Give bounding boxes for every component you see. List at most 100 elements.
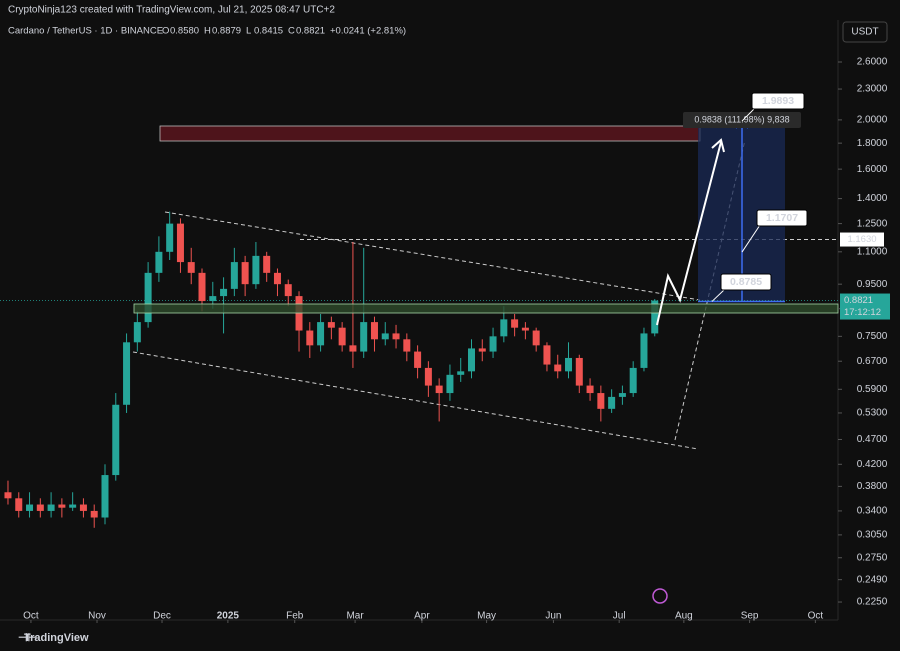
y-tick-label: 0.5300 [857, 408, 888, 419]
candle-body [15, 498, 23, 511]
currency-button[interactable] [842, 21, 888, 43]
channel-bottom [132, 351, 699, 450]
candle-body [586, 385, 594, 394]
candle-body [640, 333, 648, 368]
y-tick-label: 0.3050 [857, 530, 888, 541]
last-price-box [840, 293, 890, 320]
x-tick-label: Jun [545, 611, 561, 622]
legend-value: 0.8879 [212, 26, 241, 37]
ohlc-legend: O 0.8580 H 0.8879 L 0.8415 C 0.8821 +0.0241 (+2.… [162, 26, 406, 37]
measure-label-box [683, 112, 801, 128]
candle-body [112, 404, 120, 476]
candle-body [349, 345, 357, 352]
candle-body [360, 322, 368, 352]
candle-body [198, 272, 206, 302]
candle-body [478, 348, 486, 352]
candle-body [597, 393, 605, 409]
legend-key: O [162, 26, 169, 37]
candle-body [575, 357, 583, 386]
candle-body [511, 319, 519, 328]
candle-body [651, 300, 659, 334]
y-tick-label: 0.9500 [857, 279, 888, 290]
candle-body [618, 393, 626, 397]
legend-value: 0.8580 [170, 26, 199, 37]
candle-body [500, 319, 508, 337]
x-tick-label: Oct [808, 611, 824, 622]
candle-body [467, 348, 475, 372]
candle-body [414, 351, 422, 368]
candle-body [608, 396, 616, 409]
y-tick-label: 0.2750 [857, 552, 888, 563]
currency[interactable]: USDT [851, 27, 878, 38]
y-tick-label: 2.6000 [857, 57, 888, 68]
legend-change: +0.0241 (+2.81%) [330, 26, 406, 37]
candle-body [144, 272, 152, 323]
candle-body [133, 322, 141, 343]
candle-body [424, 367, 432, 386]
y-tick-label: 2.0000 [857, 115, 888, 126]
candle-body [381, 333, 389, 340]
y-tick-label: 0.3400 [857, 506, 888, 517]
candle-body [521, 327, 529, 331]
symbol: Cardano / TetherUS · 1D · BINANCE [8, 26, 163, 37]
header: CryptoNinja123 created with TradingView.… [8, 5, 335, 16]
x-tick-label: Feb [286, 611, 304, 622]
x-tick-label: Dec [153, 611, 171, 622]
y-tick-label: 0.6700 [857, 356, 888, 367]
candle-body [403, 339, 411, 352]
candle-body [220, 288, 228, 297]
path-arrow [656, 141, 722, 326]
y-tick-label: 0.7500 [857, 331, 888, 342]
y-tick-label: 2.3000 [857, 84, 888, 95]
y-tick-label: 0.4200 [857, 459, 888, 470]
candle-body [230, 262, 238, 289]
candle-body [554, 364, 562, 372]
last-price: 0.8821 [844, 295, 873, 306]
candle-body [370, 322, 378, 340]
candle-body [241, 262, 249, 285]
measure-label: 0.9838 (111.98%) 9,838 [694, 114, 789, 124]
candle-body [284, 284, 292, 297]
x-tick-label: Oct [23, 611, 39, 622]
candle-body [392, 333, 400, 340]
candle-body [629, 367, 637, 394]
candle-body [317, 322, 325, 346]
candle-body [543, 345, 551, 365]
y-tick-label: 1.2500 [857, 218, 888, 229]
target-label-box [751, 92, 805, 110]
y-tick-label: 1.1000 [857, 246, 888, 257]
candle-body [532, 330, 540, 346]
event-icon[interactable] [652, 588, 668, 604]
candle-body [58, 504, 66, 508]
overlay: 0.9838 (111.98%) 9,838 1.9893 1.1707 0.8785 [133, 92, 839, 326]
candle-body [90, 510, 98, 518]
y-tick-label: 0.2250 [857, 597, 888, 608]
arrow-head [711, 138, 725, 153]
candle-body [209, 296, 217, 302]
resistance-zone [159, 125, 701, 142]
legend-value: 0.8821 [296, 26, 325, 37]
candle-body [166, 223, 174, 252]
candle-body [36, 504, 44, 511]
candle-body [273, 272, 281, 285]
x-tick-label: May [477, 611, 496, 622]
y-tick-label: 0.4700 [857, 434, 888, 445]
candle-body [69, 504, 77, 508]
candle-body [4, 492, 12, 499]
y-tick-label: 0.2490 [857, 574, 888, 585]
y-tick-label: 1.6000 [857, 164, 888, 175]
candle-body [489, 336, 497, 352]
candle-body [101, 475, 109, 518]
y-tick-label: 1.4000 [857, 193, 888, 204]
y-tick-label: 0.5900 [857, 384, 888, 395]
candle-body [446, 374, 454, 394]
candle-body [79, 504, 87, 511]
mid-leader [741, 224, 761, 253]
legend-value: 0.8415 [254, 26, 283, 37]
x-tick-label: Mar [346, 611, 364, 622]
candle-body [26, 504, 34, 511]
entry-label-box [720, 273, 772, 291]
entry-leader [711, 289, 725, 302]
